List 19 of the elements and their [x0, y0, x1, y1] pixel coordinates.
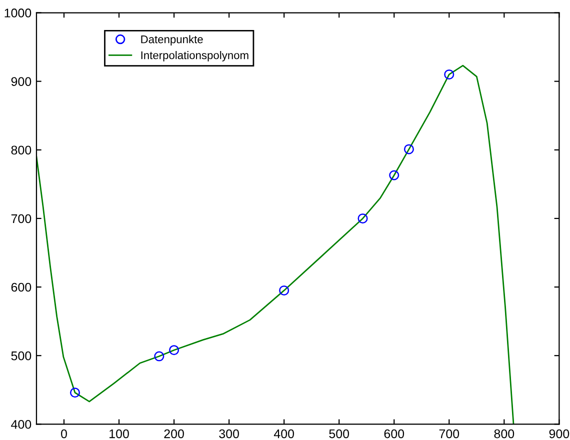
y-tick-label: 900: [11, 77, 32, 86]
x-tick-label: 100: [110, 429, 129, 438]
y-tick-label: 600: [11, 282, 32, 292]
x-tick-label: 800: [494, 429, 514, 438]
x-tick-label: 200: [164, 429, 184, 438]
y-tick-label: 500: [11, 351, 32, 360]
y-tick-label: 400: [11, 420, 32, 429]
legend-label: Interpolationspolynom: [141, 51, 248, 62]
y-tick-label: 700: [11, 214, 32, 224]
y-tick-label: 1000: [4, 8, 32, 18]
legend-label: Datenpunkte: [141, 35, 203, 46]
x-tick-label: 0: [61, 429, 67, 438]
x-tick-label: 900: [549, 429, 570, 438]
x-tick-label: 600: [384, 429, 404, 438]
x-tick-label: 500: [329, 429, 350, 438]
x-tick-label: 400: [274, 429, 294, 438]
x-tick-label: 300: [219, 429, 239, 438]
y-tick-label: 800: [11, 146, 32, 155]
x-tick-label: 700: [439, 429, 460, 438]
